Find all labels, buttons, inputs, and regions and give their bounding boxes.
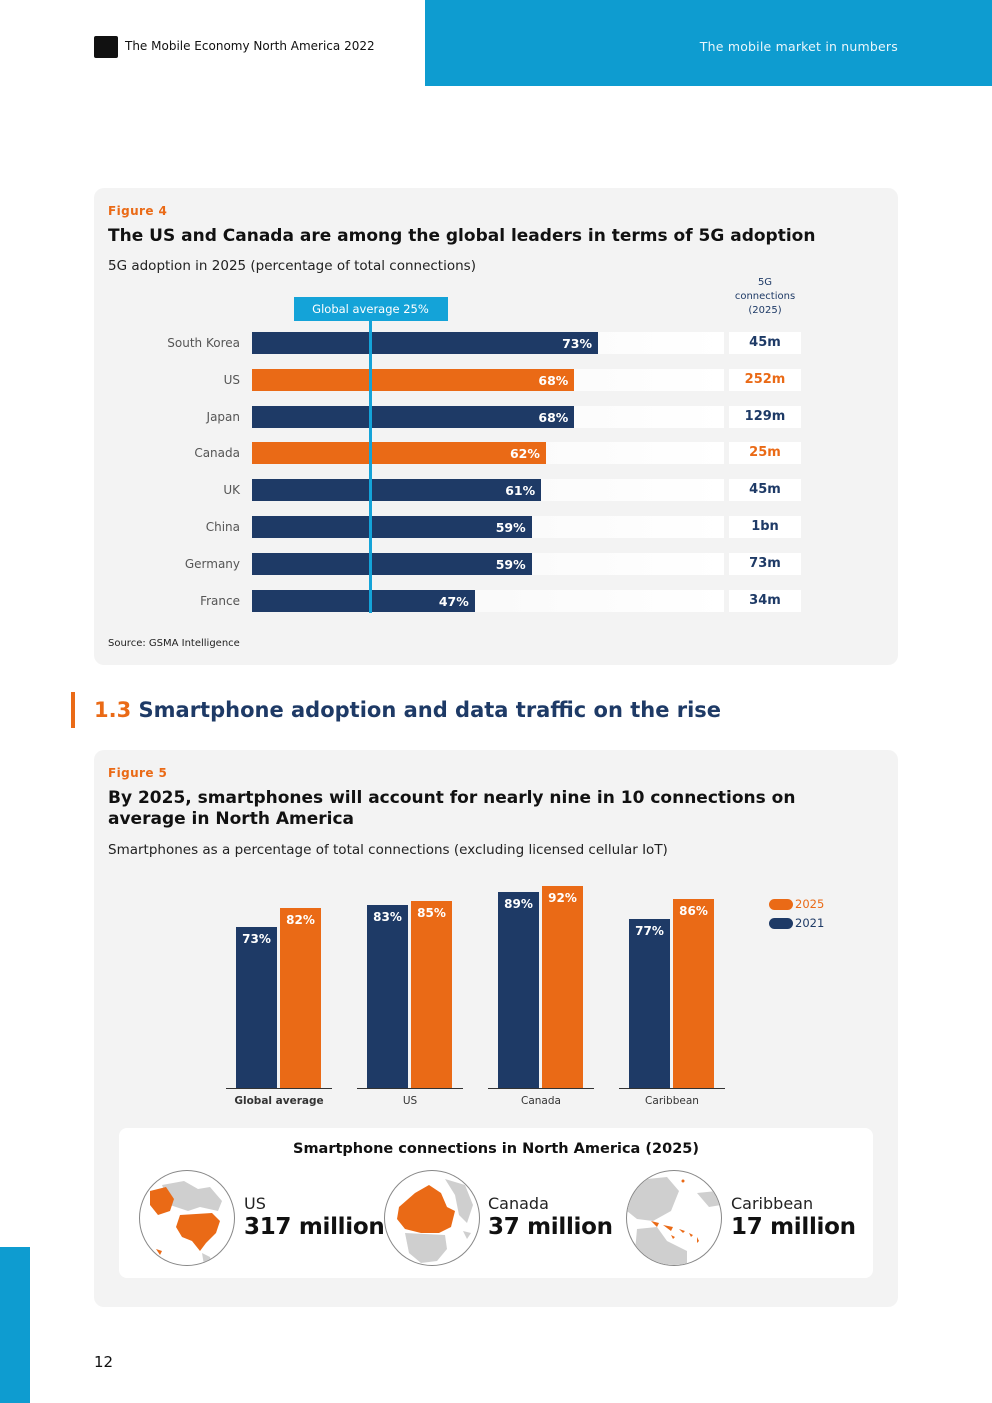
vbar-bar-2025: [673, 898, 714, 1088]
vbar-category-label: Global average: [234, 1095, 324, 1107]
vbar-category-label: Caribbean: [645, 1095, 699, 1107]
hbar-bar: [252, 405, 575, 428]
vbar-axis-line: [226, 1088, 332, 1089]
gsma-logo-icon: [94, 36, 118, 58]
hbar-value-label: 62%: [509, 446, 540, 462]
smartphone-connections-panel: Smartphone connections in North America …: [119, 1128, 873, 1278]
page-number: 12: [94, 1353, 114, 1371]
connections-value: 73m: [729, 552, 801, 575]
inset-title: Smartphone connections in North America …: [293, 1141, 699, 1157]
global-average-label: Global average 25%: [293, 297, 448, 321]
header-band: [425, 0, 992, 86]
legend-swatch-2021: [769, 918, 793, 929]
hbar-bar: [252, 332, 599, 354]
connections-column-header: 5G connections (2025): [728, 276, 802, 318]
inset-country-us: US: [244, 1194, 266, 1213]
hbar-bar: [252, 442, 546, 465]
legend-swatch-2025: [769, 899, 793, 910]
connections-value: 25m: [729, 442, 801, 465]
hbar-category-label: US: [223, 372, 240, 387]
vbar-value-label: 86%: [679, 903, 708, 918]
figure-5-card: Figure 5 By 2025, smartphones will accou…: [94, 750, 898, 1307]
connections-value: 252m: [729, 368, 801, 391]
figure-4-title: The US and Canada are among the global l…: [108, 226, 816, 246]
vbar-bar-2025: [411, 901, 452, 1088]
hbar-value-label: 47%: [438, 593, 469, 609]
connections-column-header-text: 5G connections (2025): [734, 277, 796, 316]
inset-count-us: 317 million: [244, 1214, 385, 1240]
hbar-bar: [252, 368, 575, 391]
hbar-value-label: 61%: [505, 483, 536, 499]
hbar-value-label: 59%: [495, 520, 526, 535]
inset-country-caribbean: Caribbean: [731, 1194, 814, 1213]
us-globe-icon: [139, 1170, 235, 1266]
vbar-bar-2025: [280, 907, 321, 1088]
connections-value: 45m: [729, 332, 801, 354]
hbar-category-label: UK: [223, 483, 240, 498]
figure-4-card: Figure 4 The US and Canada are among the…: [94, 188, 898, 665]
document-title: The Mobile Economy North America 2022: [125, 39, 375, 53]
inset-country-canada: Canada: [488, 1194, 549, 1213]
hbar-category-label: South Korea: [167, 336, 240, 350]
vbar-category-label: US: [402, 1095, 418, 1107]
figure-4-subtitle: 5G adoption in 2025 (percentage of total…: [108, 258, 476, 274]
hbar-category-label: Germany: [184, 556, 240, 571]
hbar-category-label: China: [205, 520, 240, 534]
vbar-value-label: 83%: [373, 910, 402, 925]
hbar-value-label: 59%: [495, 556, 526, 572]
vbar-value-label: 77%: [635, 923, 664, 938]
hbar-bar: [252, 552, 532, 575]
section-number: 1.3: [94, 698, 132, 722]
figure-5-title: By 2025, smartphones will account for ne…: [108, 788, 796, 829]
hbar-value-label: 68%: [538, 372, 569, 388]
legend-label-2021: 2021: [795, 916, 825, 930]
inset-count-canada: 37 million: [488, 1214, 613, 1240]
vbar-value-label: 92%: [548, 890, 577, 905]
caribbean-globe-icon: [626, 1170, 722, 1266]
vbar-value-label: 73%: [242, 932, 271, 947]
vbar-axis-line: [619, 1088, 725, 1089]
vbar-value-label: 89%: [504, 897, 533, 912]
figure-4-label: Figure 4: [108, 204, 168, 218]
hbar-bar: [252, 479, 542, 502]
canada-globe-icon: [384, 1170, 480, 1266]
hbar-category-label: Canada: [194, 446, 240, 461]
hbar-value-label: 73%: [562, 336, 593, 351]
vbar-axis-line: [357, 1088, 463, 1089]
connections-value: 34m: [729, 589, 801, 612]
side-accent-band: [0, 1247, 30, 1403]
vbar-bar-2021: [367, 905, 408, 1088]
section-title: The mobile market in numbers: [699, 39, 898, 54]
section-heading: 1.3 Smartphone adoption and data traffic…: [94, 698, 721, 722]
vbar-value-label: 82%: [286, 912, 315, 927]
section-accent-bar: [71, 692, 75, 728]
hbar-value-label: 68%: [538, 409, 569, 425]
vbar-bar-2021: [498, 892, 539, 1088]
global-average-line: [369, 321, 372, 613]
vbar-axis-line: [488, 1088, 594, 1089]
inset-count-caribbean: 17 million: [731, 1214, 856, 1240]
hbar-bar: [252, 516, 532, 538]
vbar-category-label: Canada: [521, 1095, 561, 1107]
vbar-bar-2021: [629, 918, 670, 1088]
hbar-category-label: France: [200, 593, 240, 608]
connections-value: 45m: [729, 479, 801, 502]
legend-label-2025: 2025: [795, 897, 825, 911]
section-heading-text: Smartphone adoption and data traffic on …: [138, 698, 722, 722]
connections-value: 1bn: [729, 516, 801, 538]
vbar-bar-2021: [236, 927, 277, 1088]
hbar-bar: [252, 589, 475, 612]
figure-5-subtitle: Smartphones as a percentage of total con…: [108, 842, 668, 858]
vbar-value-label: 85%: [417, 906, 446, 920]
figure-4-source: Source: GSMA Intelligence: [108, 638, 240, 649]
vbar-bar-2025: [542, 885, 583, 1088]
hbar-category-label: Japan: [206, 409, 240, 424]
connections-value: 129m: [729, 405, 801, 428]
figure-5-label: Figure 5: [108, 766, 168, 780]
